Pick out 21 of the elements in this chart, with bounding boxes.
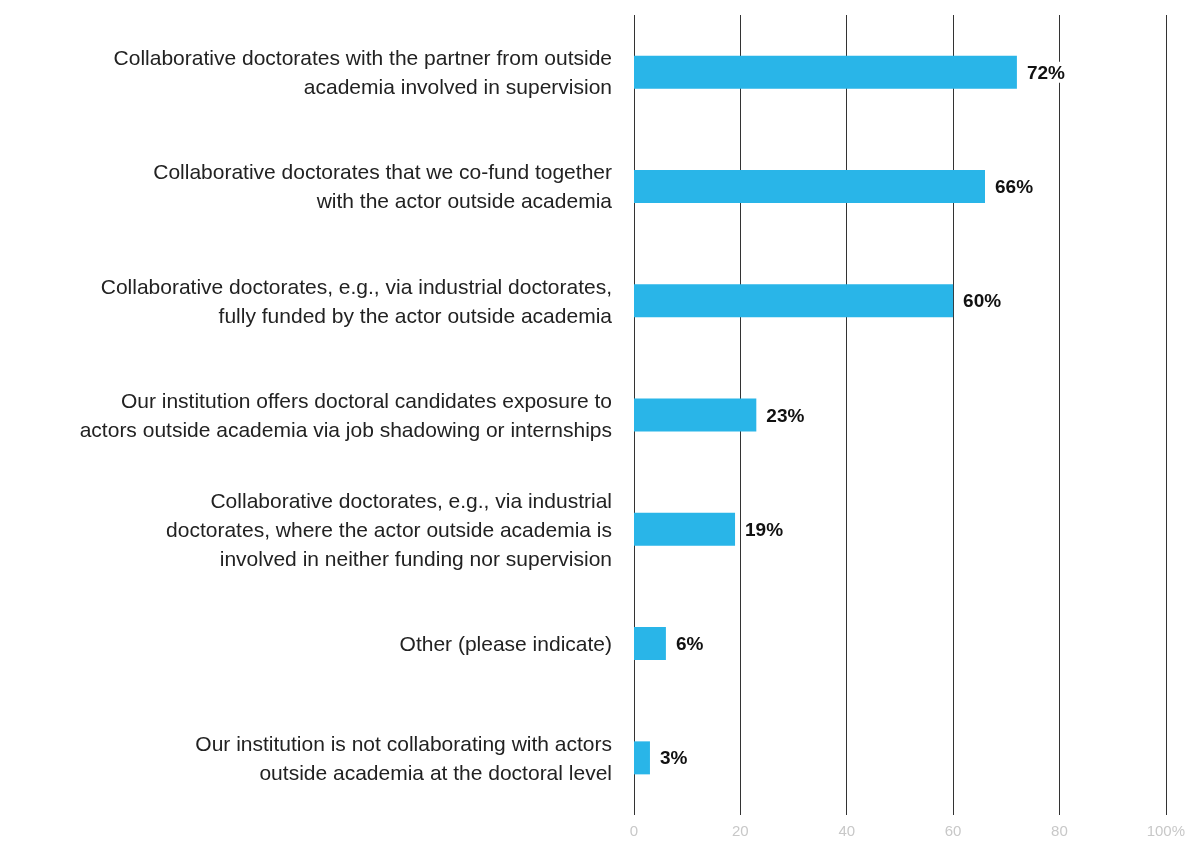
bar [634, 512, 736, 546]
y-tick-label: Collaborative doctorates, e.g., via industrial doctorates, fully funded by the actor outside academia [100, 274, 613, 327]
y-tick-label: Our institution offers doctoral candidates exposure to actors outside academia via job shadowing or internships [79, 389, 612, 441]
data-label: 60% [963, 290, 1002, 312]
data-label: 72% [1026, 61, 1066, 83]
data-label: 23% [766, 404, 805, 426]
bar [634, 627, 666, 661]
bar [634, 284, 954, 318]
bar [634, 741, 650, 775]
y-tick-label: Our institution is not collaborating with actors outside academia at the doctoral level [195, 731, 612, 784]
y-tick-label: Collaborative doctorates, e.g., via industrial doctorates, where the actor outside academia is involved in neither funding nor supervision [166, 488, 612, 570]
y-tick-label: Collaborative doctorates with the partner from outside academia involved in supervision [113, 46, 612, 99]
bar [634, 169, 985, 203]
data-label: 66% [995, 175, 1034, 197]
y-tick-label: Other (please indicate) [399, 632, 612, 656]
data-label: 6% [675, 633, 704, 655]
data-label: 3% [659, 747, 688, 769]
bar [634, 398, 757, 432]
bar [634, 55, 1017, 89]
data-label: 19% [745, 518, 784, 540]
y-tick-label: Collaborative doctorates that we co-fund together with the actor outside academia [153, 160, 613, 213]
